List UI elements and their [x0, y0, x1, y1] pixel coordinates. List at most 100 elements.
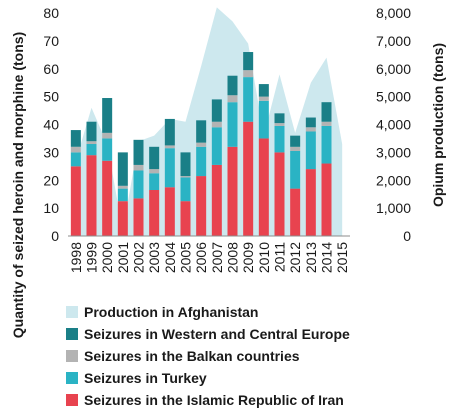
y2-tick-label: 8,000	[376, 5, 411, 21]
bar-seizures-in-western-and-central-europe-2005	[180, 152, 191, 177]
bar-seizures-in-the-balkan-countries-2004	[164, 145, 175, 149]
y-tick-label: 20	[43, 172, 59, 188]
y2-tick-label: 0	[403, 228, 411, 244]
bar-seizures-in-turkey-2004	[164, 148, 175, 188]
bar-seizures-in-western-and-central-europe-2000	[102, 98, 113, 133]
legend-swatch	[66, 306, 78, 318]
bar-seizures-in-turkey-2014	[321, 125, 332, 164]
bar-seizures-in-the-balkan-countries-1998	[70, 146, 81, 153]
legend-swatch	[66, 350, 78, 362]
bar-seizures-in-western-and-central-europe-2009	[243, 52, 254, 71]
y2-tick-label: 2,000	[376, 172, 411, 188]
x-tick-label: 2014	[319, 242, 335, 273]
x-tick-label: 2008	[225, 242, 241, 273]
y-tick-label: 40	[43, 117, 59, 133]
bar-seizures-in-western-and-central-europe-2006	[196, 120, 207, 143]
bar-seizures-in-the-balkan-countries-2011	[274, 123, 285, 126]
bar-seizures-in-the-balkan-countries-2001	[117, 185, 128, 189]
bar-seizures-in-the-islamic-republic-of-iran-2008	[227, 146, 238, 236]
x-tick-label: 2009	[240, 242, 256, 273]
bar-seizures-in-the-balkan-countries-2003	[149, 169, 160, 174]
x-tick-label: 2002	[131, 242, 147, 273]
bar-seizures-in-turkey-2008	[227, 102, 238, 147]
bar-seizures-in-turkey-1998	[70, 152, 81, 167]
legend: Production in Afghanistan Seizures in Wes…	[66, 304, 350, 408]
bar-seizures-in-the-balkan-countries-1999	[86, 141, 97, 145]
x-tick-label: 2006	[193, 242, 209, 273]
bar-seizures-in-turkey-2012	[290, 150, 301, 189]
bar-seizures-in-western-and-central-europe-2012	[290, 135, 301, 147]
y2-tick-label: 1,000	[376, 200, 411, 216]
x-tick-label: 2007	[209, 242, 225, 273]
bar-seizures-in-western-and-central-europe-2001	[117, 152, 128, 186]
x-tick-label: 1998	[68, 242, 84, 273]
bar-seizures-in-turkey-2003	[149, 173, 160, 191]
bar-seizures-in-the-islamic-republic-of-iran-2009	[243, 121, 254, 236]
legend-label: Seizures in the Balkan countries	[84, 348, 300, 364]
legend-label: Seizures in the Islamic Republic of Iran	[84, 392, 344, 408]
legend-swatch	[66, 328, 78, 340]
bar-seizures-in-the-balkan-countries-2000	[102, 132, 113, 139]
bar-seizures-in-turkey-2005	[180, 177, 191, 202]
x-tick-label: 2012	[287, 242, 303, 273]
bar-seizures-in-turkey-2011	[274, 125, 285, 153]
legend-label: Production in Afghanistan	[84, 304, 258, 320]
legend-swatch	[66, 394, 78, 406]
bar-seizures-in-the-islamic-republic-of-iran-2014	[321, 163, 332, 236]
x-tick-label: 2013	[303, 242, 319, 273]
y-tick-label: 50	[43, 89, 59, 105]
bar-seizures-in-the-balkan-countries-2012	[290, 146, 301, 151]
bar-seizures-in-western-and-central-europe-2011	[274, 113, 285, 124]
x-tick-label: 2004	[162, 242, 178, 273]
bar-seizures-in-the-balkan-countries-2007	[211, 121, 222, 128]
bar-seizures-in-the-islamic-republic-of-iran-2000	[102, 160, 113, 236]
bar-seizures-in-western-and-central-europe-1999	[86, 121, 97, 142]
bar-seizures-in-the-islamic-republic-of-iran-2013	[305, 169, 316, 236]
y-axis-title: Quantity of seized heroin and morphine (…	[10, 32, 26, 338]
y2-tick-label: 6,000	[376, 61, 411, 77]
bar-seizures-in-western-and-central-europe-2008	[227, 75, 238, 96]
y-tick-label: 0	[51, 228, 59, 244]
x-tick-label: 2011	[272, 242, 288, 272]
legend-swatch	[66, 372, 78, 384]
bar-seizures-in-western-and-central-europe-2010	[258, 84, 269, 97]
bar-seizures-in-the-balkan-countries-2014	[321, 121, 332, 126]
legend-label: Seizures in Turkey	[84, 370, 207, 386]
y2-tick-label: 5,000	[376, 89, 411, 105]
production-area	[75, 7, 343, 236]
bar-seizures-in-the-islamic-republic-of-iran-2007	[211, 164, 222, 236]
bar-layer	[70, 52, 332, 236]
y2-axis-title: Opium production (tons)	[430, 43, 446, 207]
bar-seizures-in-turkey-2010	[258, 100, 269, 139]
bar-seizures-in-the-balkan-countries-2010	[258, 96, 269, 101]
bar-seizures-in-turkey-2002	[133, 170, 144, 199]
bar-seizures-in-turkey-2007	[211, 127, 222, 165]
bar-seizures-in-the-islamic-republic-of-iran-2006	[196, 176, 207, 236]
bar-seizures-in-the-islamic-republic-of-iran-2010	[258, 138, 269, 236]
x-tick-label: 2015	[334, 242, 350, 273]
bar-seizures-in-the-balkan-countries-2005	[180, 176, 191, 178]
bar-seizures-in-the-islamic-republic-of-iran-1999	[86, 155, 97, 236]
bar-seizures-in-western-and-central-europe-2014	[321, 102, 332, 122]
axis-layer: 0 10 20 30 40 50 60 70 80 0 1,000 2,000 3,000 4,000 5,…	[43, 5, 411, 273]
bar-seizures-in-western-and-central-europe-2013	[305, 117, 316, 128]
bar-seizures-in-western-and-central-europe-2004	[164, 118, 175, 146]
bar-seizures-in-turkey-2013	[305, 131, 316, 170]
x-tick-label: 2001	[115, 242, 131, 273]
bar-seizures-in-turkey-1999	[86, 144, 97, 156]
y-tick-label: 70	[43, 33, 59, 49]
bar-seizures-in-the-islamic-republic-of-iran-2012	[290, 188, 301, 236]
y-tick-label: 10	[43, 200, 59, 216]
y2-tick-label: 3,000	[376, 144, 411, 160]
bar-seizures-in-western-and-central-europe-2007	[211, 99, 222, 122]
y-tick-label: 80	[43, 5, 59, 21]
bar-seizures-in-the-balkan-countries-2002	[133, 164, 144, 171]
bar-seizures-in-turkey-2001	[117, 188, 128, 202]
bar-seizures-in-the-islamic-republic-of-iran-2011	[274, 152, 285, 236]
bar-seizures-in-the-balkan-countries-2006	[196, 142, 207, 147]
bar-seizures-in-turkey-2006	[196, 146, 207, 177]
y2-tick-label: 7,000	[376, 33, 411, 49]
bar-seizures-in-the-islamic-republic-of-iran-2003	[149, 190, 160, 236]
